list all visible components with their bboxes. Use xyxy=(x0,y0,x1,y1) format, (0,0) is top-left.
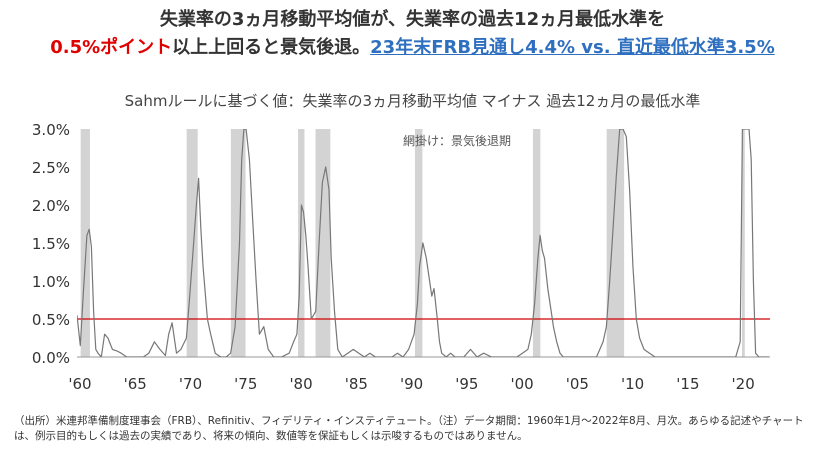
x-tick-label: '95 xyxy=(455,375,478,393)
headline-line1: 失業率の3ヵ月移動平均値が、失業率の過去12ヵ月最低水準を xyxy=(159,9,666,30)
recession-band xyxy=(742,129,745,357)
chart-title: Sahmルールに基づく値：失業率の3ヵ月移動平均値 マイナス 過去12ヵ月の最低… xyxy=(124,92,701,110)
x-tick-label: '65 xyxy=(124,375,147,393)
y-tick-label: 3.0% xyxy=(32,121,70,139)
recession-band xyxy=(532,129,541,357)
x-tick-label: '15 xyxy=(676,375,699,393)
x-tick-label: '10 xyxy=(621,375,644,393)
x-tick-label: '90 xyxy=(400,375,423,393)
source-footnote: （出所）米連邦準備制度理事会（FRB）、Refinitiv、フィデリティ・インス… xyxy=(14,415,804,442)
recession-band xyxy=(315,129,331,357)
recession-band xyxy=(186,129,198,357)
y-tick-label: 2.0% xyxy=(32,197,70,215)
y-tick-label: 1.5% xyxy=(32,235,70,253)
x-tick-label: '60 xyxy=(68,375,91,393)
y-tick-label: 0.0% xyxy=(32,349,70,367)
headline-line2: 0.5%ポイント以上上回ると景気後退。23年末FRB見通し4.4% vs. 直近… xyxy=(0,34,825,62)
recession-band xyxy=(606,129,625,357)
x-tick-label: '20 xyxy=(732,375,755,393)
y-tick-label: 1.0% xyxy=(32,273,70,291)
headline-line2-text: 以上上回ると景気後退。 xyxy=(172,37,371,58)
x-tick-label: '80 xyxy=(289,375,312,393)
recession-band xyxy=(80,129,90,357)
threshold-highlight: 0.5%ポイント xyxy=(50,37,173,58)
x-tick-label: '85 xyxy=(345,375,368,393)
x-tick-label: '00 xyxy=(510,375,533,393)
sahm-series-line xyxy=(77,129,769,357)
sahm-rule-chart: 0.0% 0.5% 1.0% 1.5% 2.0% 2.5% 3.0% '60 '65 '70 '75… xyxy=(32,121,770,393)
recession-band xyxy=(230,129,246,357)
fed-forecast-link[interactable]: 23年末FRB見通し4.4% vs. 直近最低水準3.5% xyxy=(370,37,775,58)
recession-legend-note: 網掛け：景気後退期 xyxy=(403,133,511,148)
x-tick-label: '70 xyxy=(179,375,202,393)
x-tick-label: '75 xyxy=(234,375,257,393)
recession-band xyxy=(298,129,305,357)
headline: 失業率の3ヵ月移動平均値が、失業率の過去12ヵ月最低水準を 0.5%ポイント以上… xyxy=(0,6,825,62)
x-tick-label: '05 xyxy=(566,375,589,393)
y-tick-label: 2.5% xyxy=(32,159,70,177)
y-tick-label: 0.5% xyxy=(32,311,70,329)
recession-band xyxy=(414,129,423,357)
